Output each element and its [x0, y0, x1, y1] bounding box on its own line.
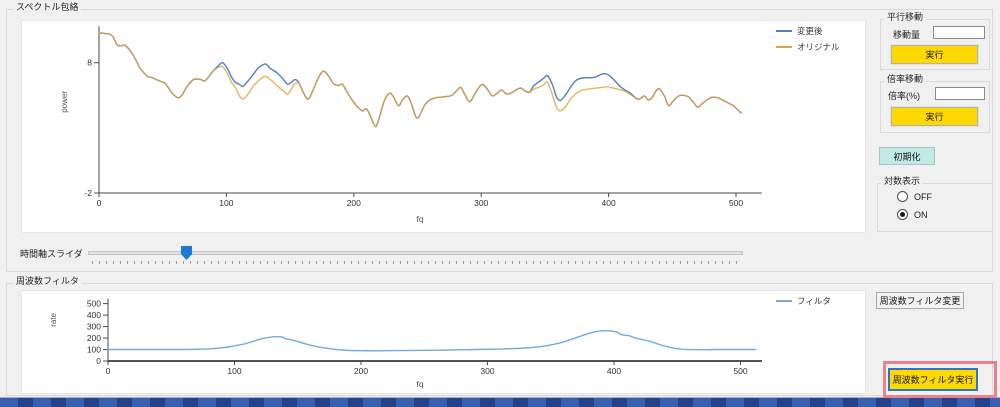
series-line-1	[98, 32, 742, 128]
filter-groupbox-label: 周波数フィルタ	[13, 276, 82, 287]
spectrum-y-axis-title: power	[60, 91, 69, 113]
log-on-option[interactable]: ON	[897, 209, 928, 220]
x-tick-label: 500	[729, 198, 743, 208]
x-tick-label: 0	[106, 366, 111, 376]
time-slider-thumb[interactable]	[181, 246, 192, 260]
y-tick-label: 200	[87, 333, 101, 343]
filter-groupbox	[6, 283, 993, 396]
y-tick-label: 100	[87, 345, 101, 355]
parallel-move-groupbox	[880, 19, 990, 70]
y-tick-label: -2	[84, 188, 92, 198]
parallel-move-title: 平行移動	[884, 12, 927, 23]
radio-off-icon[interactable]	[897, 191, 908, 202]
filter-chart-panel: 0 100 200 300 400 500 0 100 200 300 400 500 rate fq…	[21, 290, 866, 394]
scale-execute-button[interactable]: 実行	[891, 107, 978, 126]
legend-item-changed: 変更後	[776, 25, 840, 37]
time-slider-label: 時間軸スライダ	[20, 249, 83, 259]
move-amount-label: 移動量	[893, 30, 921, 40]
filter-y-axis-title: rate	[49, 313, 58, 327]
filter-change-button[interactable]: 周波数フィルタ変更	[876, 292, 964, 309]
spectrum-groupbox	[6, 9, 993, 272]
filter-legend: フィルタ	[776, 295, 831, 307]
x-tick-label: 200	[354, 366, 368, 376]
y-tick-label: 500	[87, 299, 101, 309]
y-tick-label: 0	[96, 356, 101, 366]
scale-move-title: 倍率移動	[884, 74, 927, 85]
filter-series-label: フィルタ	[797, 296, 831, 306]
filter-x-axis-title: fq	[416, 379, 424, 389]
time-slider-track[interactable]	[88, 251, 743, 255]
x-tick-label: 200	[347, 198, 361, 208]
taskbar-strip	[0, 397, 1000, 407]
time-slider-ticks	[92, 261, 740, 264]
changed-series-label: 変更後	[797, 26, 823, 36]
scale-move-groupbox	[880, 81, 990, 133]
radio-on-label: ON	[914, 209, 928, 220]
original-series-label: オリジナル	[797, 42, 840, 52]
radio-off-label: OFF	[914, 191, 932, 202]
move-amount-input[interactable]	[933, 26, 985, 39]
x-tick-label: 100	[219, 198, 233, 208]
scale-rate-label: 倍率(%)	[888, 91, 920, 101]
x-tick-label: 400	[607, 366, 621, 376]
parallel-execute-button[interactable]: 実行	[891, 45, 978, 64]
spectrum-legend: 変更後 オリジナル	[776, 25, 840, 53]
y-tick-label: 300	[87, 322, 101, 332]
original-series-swatch	[776, 46, 792, 48]
spectrum-chart-svg: 0 100 200 300 400 500 8 -2	[84, 26, 762, 208]
filter-execute-button[interactable]: 周波数フィルタ実行	[888, 368, 978, 391]
initialize-button[interactable]: 初期化	[879, 147, 935, 165]
log-display-title: 対数表示	[881, 176, 924, 187]
legend-item-filter: フィルタ	[776, 295, 831, 307]
x-tick-label: 400	[602, 198, 616, 208]
log-display-groupbox	[877, 183, 993, 232]
series-line-0	[107, 329, 757, 352]
red-highlight-annotation	[883, 361, 997, 398]
x-tick-label: 300	[474, 198, 488, 208]
filter-series-swatch	[776, 300, 792, 302]
x-tick-label: 500	[733, 366, 747, 376]
scale-rate-input[interactable]	[935, 87, 985, 100]
spectrum-groupbox-label: スペクトル包絡	[13, 2, 82, 13]
y-tick-label: 8	[87, 58, 92, 68]
radio-on-icon[interactable]	[897, 209, 908, 220]
x-tick-label: 300	[480, 366, 494, 376]
y-tick-label: 400	[87, 310, 101, 320]
x-tick-label: 100	[227, 366, 241, 376]
spectrum-x-axis-title: fq	[416, 214, 424, 224]
x-tick-label: 0	[97, 198, 102, 208]
changed-series-swatch	[776, 30, 792, 32]
legend-item-original: オリジナル	[776, 41, 840, 53]
log-off-option[interactable]: OFF	[897, 191, 932, 202]
spectrum-chart-panel: 0 100 200 300 400 500 8 -2 power fq 変更後 オリジナル	[21, 20, 866, 233]
